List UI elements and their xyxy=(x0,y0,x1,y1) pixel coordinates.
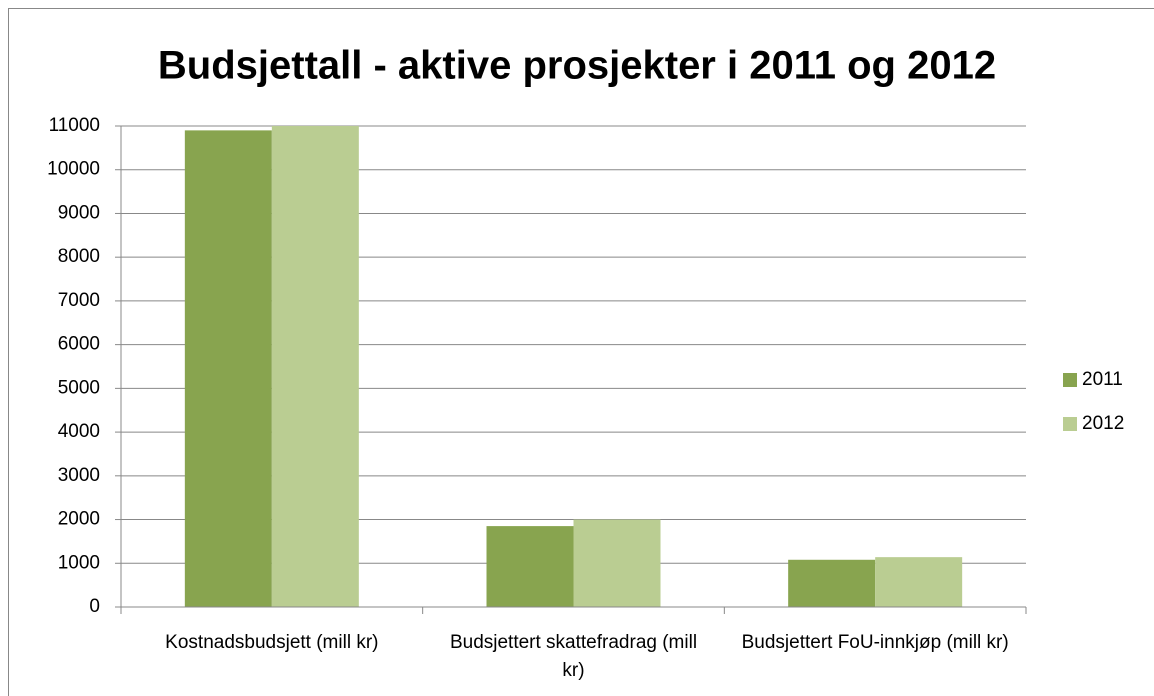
x-tick-label: Kostnadsbudsjett (mill kr) xyxy=(165,632,379,653)
bar xyxy=(486,526,574,607)
x-tick-label: Budsjettert skattefradrag (mill kr) xyxy=(449,632,698,681)
y-tick-label: 0 xyxy=(89,596,100,617)
x-tick-label: Budsjettert FoU-innkjøp (mill kr) xyxy=(741,632,1009,653)
y-tick-label: 2000 xyxy=(58,509,100,530)
legend-label: 2011 xyxy=(1082,369,1123,390)
y-tick-label: 6000 xyxy=(58,334,100,355)
y-tick-label: 1000 xyxy=(58,552,100,573)
y-tick-label: 8000 xyxy=(58,246,100,267)
legend-swatch xyxy=(1063,373,1077,387)
y-tick-label: 11000 xyxy=(49,115,100,136)
legend-swatch xyxy=(1063,417,1077,431)
chart-border xyxy=(8,8,1154,696)
y-tick-label: 4000 xyxy=(58,421,100,442)
y-tick-label: 7000 xyxy=(58,290,100,311)
legend-label: 2012 xyxy=(1082,413,1124,434)
y-tick-label: 5000 xyxy=(58,377,100,398)
chart-title: Budsjettall - aktive prosjekter i 2011 o… xyxy=(158,44,996,88)
y-tick-label: 10000 xyxy=(47,159,100,180)
bar xyxy=(184,130,272,607)
bar xyxy=(875,557,963,607)
bar xyxy=(271,126,359,607)
bar xyxy=(573,519,661,607)
y-tick-label: 9000 xyxy=(58,202,100,223)
bar xyxy=(788,559,876,607)
y-tick-label: 3000 xyxy=(58,465,100,486)
